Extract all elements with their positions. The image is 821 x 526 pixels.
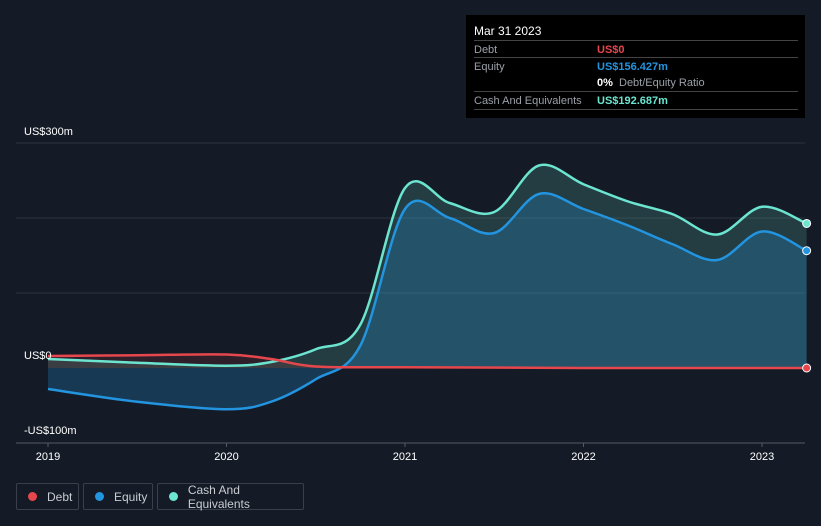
cash-line — [47, 163, 808, 368]
debt-end-point — [802, 363, 812, 373]
legend-equity[interactable]: Equity — [83, 483, 153, 510]
legend-label: Cash And Equivalents — [187, 482, 250, 511]
y-tick-label: US$0 — [24, 350, 52, 362]
legend-debt[interactable]: Debt — [16, 483, 79, 510]
debt-line — [47, 353, 807, 370]
value: US$192.687m — [597, 95, 668, 107]
tooltip-debt-row: Debt US$0 — [474, 40, 798, 58]
legend-cash[interactable]: Cash And Equivalents — [157, 482, 304, 511]
value: US$0 — [597, 44, 625, 56]
equity-dot-icon — [95, 492, 104, 501]
tooltip: Mar 31 2023 Debt US$0 Equity US$156.427m 0… — [466, 15, 805, 118]
y-tick-label: US$300m — [24, 126, 73, 138]
label: Cash And Equivalents — [474, 95, 582, 107]
cash-area — [48, 164, 807, 368]
ratio-value: 0% — [597, 77, 613, 89]
tooltip-equity-row: Equity US$156.427m — [474, 57, 798, 75]
tooltip-cash-row: Cash And Equivalents US$192.687m — [474, 91, 798, 110]
equity-end-point — [802, 246, 812, 256]
y-tick-label: -US$100m — [24, 425, 77, 437]
x-tick-label: 2022 — [571, 451, 595, 463]
cash-end-point — [802, 218, 812, 228]
tooltip-date: Mar 31 2023 — [474, 24, 542, 38]
ratio-label: Debt/Equity Ratio — [619, 77, 705, 89]
x-tick-label: 2023 — [750, 451, 774, 463]
label: Equity — [474, 61, 505, 73]
cash-dot-icon — [169, 492, 178, 501]
debt-dot-icon — [28, 492, 37, 501]
value: US$156.427m — [597, 61, 668, 73]
x-tick-label: 2020 — [214, 451, 238, 463]
equity-line — [47, 192, 808, 411]
x-tick-label: 2019 — [36, 451, 60, 463]
tooltip-ratio-row: 0% Debt/Equity Ratio — [474, 74, 798, 91]
label: Debt — [474, 44, 498, 56]
x-tick-label: 2021 — [393, 451, 417, 463]
legend-label: Equity — [114, 489, 148, 504]
equity-area — [48, 193, 807, 410]
legend-label: Debt — [47, 489, 73, 504]
